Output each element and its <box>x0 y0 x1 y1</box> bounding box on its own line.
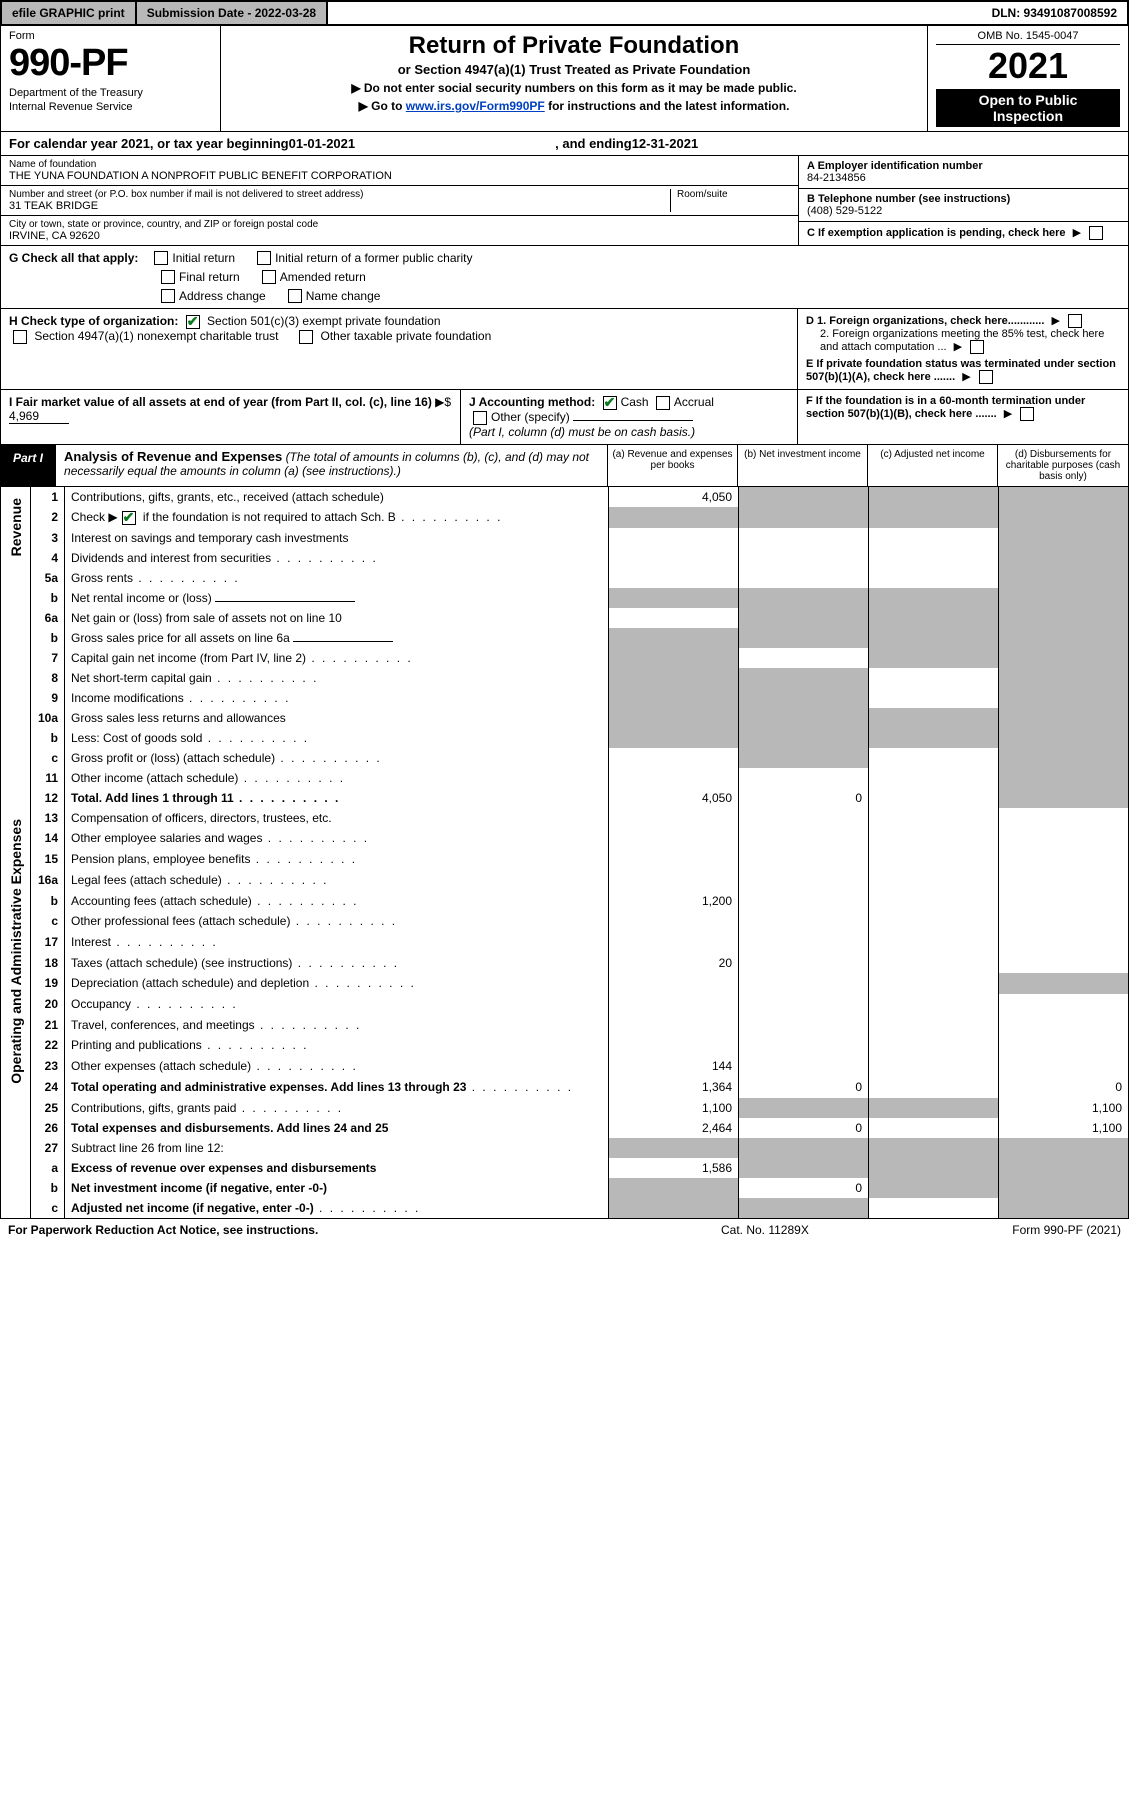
efile-print-button[interactable]: efile GRAPHIC print <box>2 2 137 24</box>
exemption-checkbox[interactable] <box>1089 226 1103 240</box>
d2-label: 2. Foreign organizations meeting the 85%… <box>820 328 1104 353</box>
d1-label: D 1. Foreign organizations, check here..… <box>806 315 1044 327</box>
other-method-checkbox[interactable] <box>473 411 487 425</box>
form-number: 990-PF <box>9 42 212 85</box>
telephone-label: B Telephone number (see instructions) <box>807 193 1120 205</box>
fmv-label: I Fair market value of all assets at end… <box>9 395 432 409</box>
g-check-row: G Check all that apply: Initial return I… <box>0 246 1129 270</box>
tax-year: 2021 <box>936 45 1120 87</box>
form-title: Return of Private Foundation <box>229 32 919 60</box>
room-label: Room/suite <box>677 189 790 200</box>
4947a1-checkbox[interactable] <box>13 330 27 344</box>
501c3-checkbox[interactable] <box>186 315 200 329</box>
ein-value: 84-2134856 <box>807 172 1120 184</box>
form-label: Form <box>9 30 212 42</box>
expenses-side-label: Operating and Administrative Expenses <box>8 811 24 1092</box>
dept-irs: Internal Revenue Service <box>9 101 212 113</box>
top-bar: efile GRAPHIC print Submission Date - 20… <box>0 0 1129 26</box>
col-c-header: (c) Adjusted net income <box>868 445 998 486</box>
cat-no: Cat. No. 11289X <box>721 1223 921 1237</box>
dln-label: DLN: 93491087008592 <box>982 2 1127 24</box>
form-ref: Form 990-PF (2021) <box>921 1223 1121 1237</box>
part1-title: Analysis of Revenue and Expenses <box>64 449 282 464</box>
ein-label: A Employer identification number <box>807 160 1120 172</box>
schb-checkbox[interactable] <box>122 511 136 525</box>
page-footer: For Paperwork Reduction Act Notice, see … <box>0 1219 1129 1241</box>
name-change-checkbox[interactable] <box>288 289 302 303</box>
initial-return-checkbox[interactable] <box>154 251 168 265</box>
omb-number: OMB No. 1545-0047 <box>936 30 1120 45</box>
calendar-year-row: For calendar year 2021, or tax year begi… <box>0 132 1129 156</box>
h-row: H Check type of organization: Section 50… <box>0 309 1129 390</box>
open-inspection-badge: Open to Public Inspection <box>936 89 1120 127</box>
telephone-value: (408) 529-5122 <box>807 205 1120 217</box>
col-d-header: (d) Disbursements for charitable purpose… <box>998 445 1128 486</box>
revenue-side-label: Revenue <box>8 490 24 564</box>
initial-former-checkbox[interactable] <box>257 251 271 265</box>
address-value: 31 TEAK BRIDGE <box>9 200 670 212</box>
amended-return-checkbox[interactable] <box>262 270 276 284</box>
identity-block: Name of foundation THE YUNA FOUNDATION A… <box>0 156 1129 246</box>
e-label: E If private foundation status was termi… <box>806 358 1116 383</box>
part1-table: Revenue 1Contributions, gifts, grants, e… <box>0 487 1129 1219</box>
j-note: (Part I, column (d) must be on cash basi… <box>469 425 789 439</box>
city-value: IRVINE, CA 92620 <box>9 230 790 242</box>
foundation-name: THE YUNA FOUNDATION A NONPROFIT PUBLIC B… <box>9 170 790 182</box>
part1-header: Part I Analysis of Revenue and Expenses … <box>0 445 1129 487</box>
irs-link[interactable]: www.irs.gov/Form990PF <box>406 99 545 113</box>
f-checkbox[interactable] <box>1020 407 1034 421</box>
dept-treasury: Department of the Treasury <box>9 87 212 99</box>
accrual-checkbox[interactable] <box>656 396 670 410</box>
other-taxable-checkbox[interactable] <box>299 330 313 344</box>
final-return-checkbox[interactable] <box>161 270 175 284</box>
cash-checkbox[interactable] <box>603 396 617 410</box>
j-label: J Accounting method: <box>469 395 595 409</box>
foundation-name-label: Name of foundation <box>9 159 790 170</box>
e-checkbox[interactable] <box>979 370 993 384</box>
submission-date: Submission Date - 2022-03-28 <box>137 2 328 24</box>
g-label: G Check all that apply: <box>9 251 138 265</box>
fmv-value: 4,969 <box>9 409 69 424</box>
address-change-checkbox[interactable] <box>161 289 175 303</box>
form-note-ssn: ▶ Do not enter social security numbers o… <box>229 81 919 95</box>
i-j-row: I Fair market value of all assets at end… <box>0 390 1129 445</box>
city-label: City or town, state or province, country… <box>9 219 790 230</box>
exemption-pending-label: C If exemption application is pending, c… <box>807 227 1066 239</box>
address-label: Number and street (or P.O. box number if… <box>9 189 670 200</box>
paperwork-notice: For Paperwork Reduction Act Notice, see … <box>8 1223 721 1237</box>
f-label: F If the foundation is in a 60-month ter… <box>806 395 1085 420</box>
form-header: Form 990-PF Department of the Treasury I… <box>0 26 1129 132</box>
h-label: H Check type of organization: <box>9 314 178 328</box>
d2-checkbox[interactable] <box>970 340 984 354</box>
form-note-link: ▶ Go to www.irs.gov/Form990PF for instru… <box>229 99 919 113</box>
col-a-header: (a) Revenue and expenses per books <box>608 445 738 486</box>
d1-checkbox[interactable] <box>1068 314 1082 328</box>
form-subtitle: or Section 4947(a)(1) Trust Treated as P… <box>229 62 919 77</box>
col-b-header: (b) Net investment income <box>738 445 868 486</box>
part1-tag: Part I <box>1 445 56 486</box>
